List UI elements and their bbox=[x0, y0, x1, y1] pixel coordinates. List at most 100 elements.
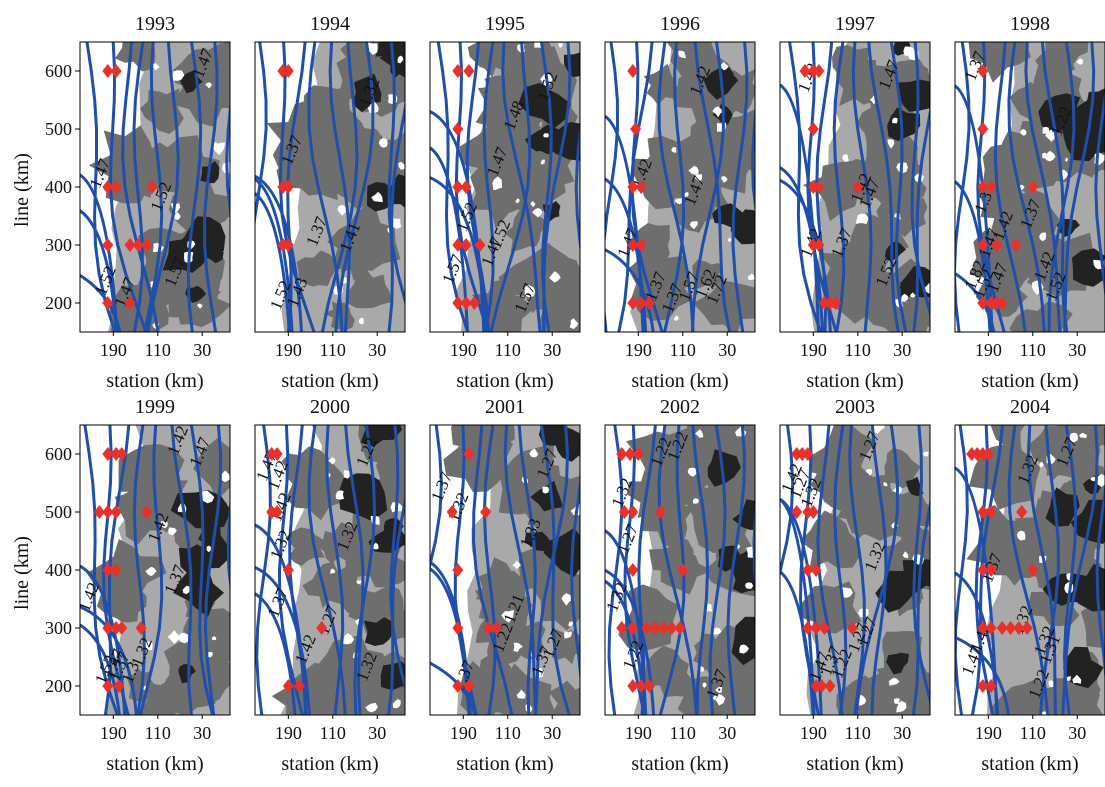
contour-line bbox=[955, 84, 994, 332]
shaded-patch bbox=[132, 477, 185, 533]
panel-2002: 1.321.221.221.271.321.221.37 2002 190 110 30… bbox=[604, 396, 756, 775]
contour-line bbox=[255, 523, 308, 715]
shaded-patch bbox=[296, 250, 337, 287]
x-tick-label: 110 bbox=[495, 340, 521, 360]
contour-line bbox=[517, 425, 537, 715]
station-marker bbox=[271, 447, 283, 461]
contour-line bbox=[788, 42, 823, 332]
x-tick-label: 110 bbox=[495, 723, 521, 743]
station-marker bbox=[124, 296, 136, 310]
white-spot bbox=[712, 106, 724, 118]
x-tick-label: 190 bbox=[625, 723, 652, 743]
station-marker bbox=[102, 238, 114, 252]
station-marker bbox=[452, 64, 464, 78]
station-marker bbox=[113, 679, 125, 693]
panel-title: 1997 bbox=[835, 13, 875, 35]
station-marker bbox=[93, 505, 105, 519]
station-marker bbox=[627, 64, 639, 78]
y-tick-label: 500 bbox=[45, 502, 72, 522]
x-tick-label: 30 bbox=[893, 340, 911, 360]
white-spot bbox=[1043, 150, 1056, 162]
white-spot bbox=[887, 139, 895, 149]
white-spot bbox=[206, 545, 212, 553]
station-marker bbox=[102, 64, 114, 78]
white-spot bbox=[335, 490, 344, 500]
contour-line bbox=[430, 146, 469, 332]
station-marker bbox=[985, 505, 997, 519]
station-marker bbox=[627, 679, 639, 693]
white-spot bbox=[841, 587, 853, 598]
station-marker bbox=[649, 621, 661, 635]
contour-line bbox=[189, 425, 214, 715]
contour-line bbox=[1063, 42, 1096, 332]
x-axis-label: station (km) bbox=[806, 370, 903, 392]
station-marker bbox=[460, 180, 472, 194]
y-axis-label-bottom: line (km) bbox=[11, 536, 33, 610]
shaded-patch bbox=[346, 266, 392, 309]
station-marker bbox=[452, 180, 464, 194]
station-marker bbox=[452, 296, 464, 310]
contour-line bbox=[143, 42, 164, 332]
contour-line bbox=[255, 174, 303, 332]
station-marker bbox=[796, 447, 808, 461]
y-tick-label: 300 bbox=[45, 618, 72, 638]
contour-line bbox=[993, 42, 1027, 332]
contour-line bbox=[186, 42, 203, 332]
dark-patch bbox=[549, 122, 580, 161]
contour-line bbox=[1024, 42, 1062, 332]
station-marker bbox=[643, 679, 655, 693]
contour-line bbox=[430, 176, 488, 332]
x-tick-label: 190 bbox=[625, 340, 652, 360]
station-marker bbox=[802, 505, 814, 519]
panel-1995: 1.471.481.521.521.471.571.571.52 1995 190 1… bbox=[429, 13, 581, 392]
contour-line bbox=[955, 466, 999, 715]
white-spot bbox=[1095, 473, 1105, 488]
station-marker bbox=[830, 296, 842, 310]
contour-line bbox=[132, 425, 146, 715]
station-marker bbox=[282, 563, 294, 577]
panel-title: 1996 bbox=[660, 13, 700, 35]
white-spot bbox=[558, 42, 563, 48]
white-spot bbox=[530, 200, 536, 207]
white-spot bbox=[197, 303, 203, 309]
panel-plot-area: 1.471.421.421.321.371.271.421.321.221.32 bbox=[255, 425, 405, 715]
y-tick-label: 300 bbox=[45, 235, 72, 255]
contour-line bbox=[851, 42, 873, 332]
y-tick-label: 600 bbox=[45, 61, 72, 81]
station-marker bbox=[977, 447, 989, 461]
white-spot bbox=[739, 644, 749, 654]
station-marker bbox=[802, 621, 814, 635]
station-marker bbox=[110, 563, 122, 577]
station-marker bbox=[807, 238, 819, 252]
x-axis-label: station (km) bbox=[281, 370, 378, 392]
contour-line bbox=[138, 425, 164, 715]
x-tick-label: 190 bbox=[275, 340, 302, 360]
station-marker bbox=[282, 64, 294, 78]
station-marker bbox=[102, 180, 114, 194]
station-marker bbox=[971, 447, 983, 461]
panel-frame bbox=[429, 424, 581, 716]
station-marker bbox=[277, 238, 289, 252]
contour-line bbox=[132, 42, 145, 332]
panel-title: 2000 bbox=[310, 396, 350, 418]
station-marker bbox=[846, 621, 858, 635]
x-tick-label: 110 bbox=[845, 723, 871, 743]
station-marker bbox=[632, 447, 644, 461]
shaded-patch bbox=[643, 63, 681, 106]
white-spot bbox=[568, 621, 574, 627]
station-marker bbox=[124, 238, 136, 252]
panel-title: 1993 bbox=[135, 13, 175, 35]
x-tick-label: 30 bbox=[893, 723, 911, 743]
panel-frame bbox=[254, 424, 406, 716]
x-tick-label: 30 bbox=[718, 723, 736, 743]
shaded-patch bbox=[86, 539, 167, 608]
contour-line bbox=[255, 42, 268, 229]
station-marker bbox=[1005, 621, 1017, 635]
white-spot bbox=[182, 585, 190, 595]
shaded-patch bbox=[475, 570, 533, 632]
white-spot bbox=[516, 689, 526, 699]
station-marker bbox=[110, 505, 122, 519]
x-tick-label: 30 bbox=[543, 723, 561, 743]
shaded-patch bbox=[302, 561, 349, 609]
white-spot bbox=[678, 50, 686, 59]
